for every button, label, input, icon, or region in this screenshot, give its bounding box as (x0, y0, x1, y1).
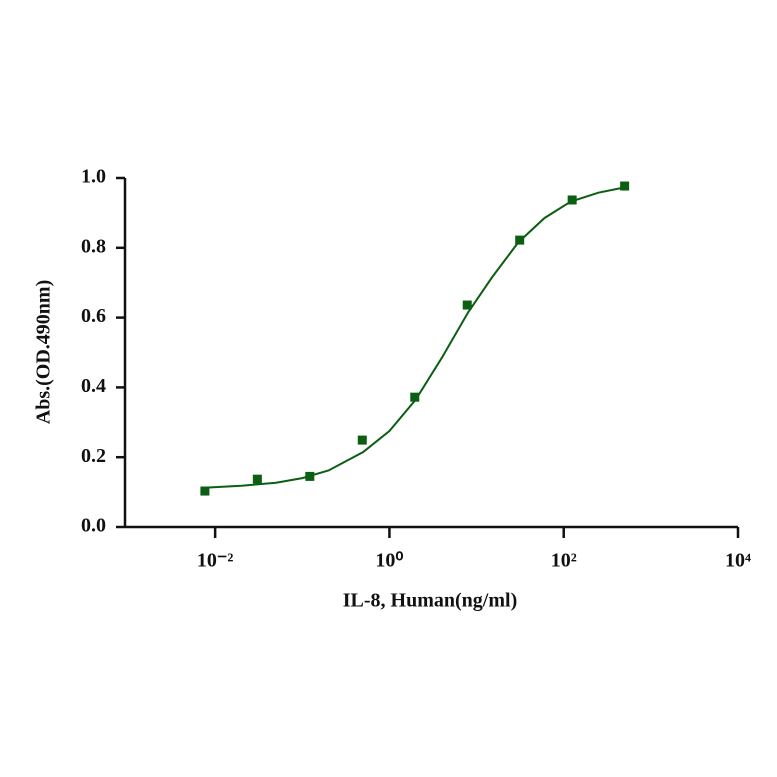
data-point (357, 435, 367, 445)
data-point (252, 474, 262, 484)
x-tick-label: 10² (551, 550, 577, 572)
x-tick-label: 10⁻² (197, 550, 234, 572)
data-point (462, 300, 472, 310)
y-tick-label: 0.0 (81, 515, 106, 537)
data-point (410, 392, 420, 402)
y-axis-label: Abs.(OD.490nm) (33, 280, 55, 424)
fit-curve (201, 186, 625, 489)
x-tick-label: 10⁰ (375, 550, 403, 572)
y-tick-label: 0.6 (81, 305, 106, 327)
x-axis-label: IL-8, Human(ng/ml) (343, 590, 517, 612)
x-tick-label: 10⁴ (725, 550, 751, 572)
y-tick-label: 0.2 (81, 445, 106, 467)
data-point (620, 181, 630, 191)
y-tick-label: 0.4 (81, 375, 106, 397)
data-point (515, 235, 525, 245)
data-point (200, 486, 210, 496)
y-tick-label: 0.8 (81, 235, 106, 257)
data-point (567, 195, 577, 205)
y-tick-label: 1.0 (81, 166, 106, 188)
data-point (305, 471, 315, 481)
